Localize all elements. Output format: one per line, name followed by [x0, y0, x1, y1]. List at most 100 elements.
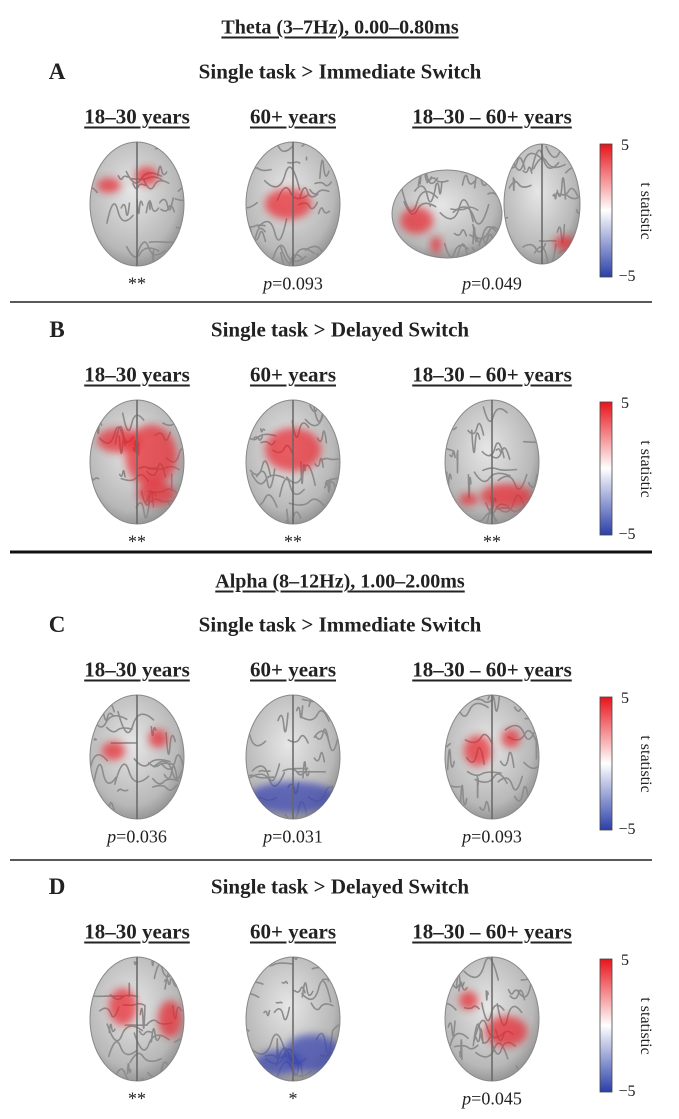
gyrus — [142, 178, 170, 190]
gyrus — [174, 1036, 184, 1051]
gyrus — [106, 203, 134, 224]
gyrus — [263, 166, 301, 191]
gyrus — [450, 206, 479, 211]
activation — [101, 741, 126, 761]
brain-top-view — [245, 141, 341, 267]
gyrus — [474, 773, 508, 785]
activation — [553, 235, 577, 251]
gyrus — [393, 172, 412, 181]
gyrus — [285, 519, 291, 524]
gyrus — [504, 144, 509, 153]
gyrus — [258, 769, 271, 773]
brain-top-view — [245, 956, 341, 1082]
gyrus — [472, 1023, 491, 1047]
gyrus — [443, 243, 470, 258]
gyrus — [480, 1002, 505, 1022]
gyrus — [120, 202, 131, 217]
significance: p=0.036 — [107, 826, 167, 847]
gyrus — [565, 186, 580, 202]
column-label: 18–30 years — [84, 104, 190, 129]
gyrus — [114, 763, 150, 786]
gyrus — [536, 968, 539, 973]
gyrus — [317, 207, 331, 215]
significance: ** — [128, 1088, 146, 1109]
gyrus — [313, 727, 340, 752]
colorbar-max: 5 — [621, 137, 629, 154]
brain-top-view — [444, 399, 540, 525]
gyrus — [163, 978, 172, 986]
activation — [125, 424, 177, 487]
column-label: 60+ years — [249, 657, 337, 682]
gyrus — [578, 166, 580, 172]
significance: * — [288, 1088, 298, 1109]
gyrus — [246, 1067, 261, 1081]
gyrus — [454, 700, 489, 717]
gyrus — [301, 982, 314, 998]
gyrus — [278, 477, 305, 498]
gyrus — [95, 1066, 105, 1072]
gyrus — [126, 1062, 132, 1075]
colorbar-max: 5 — [621, 952, 629, 969]
colorbar-min: −5 — [618, 1083, 636, 1100]
activation — [134, 166, 159, 186]
gyrus — [107, 1040, 138, 1058]
colorbar-label: t statistic — [637, 734, 654, 793]
gyrus — [485, 989, 489, 1001]
colorbar-min: −5 — [618, 268, 636, 285]
gyrus — [512, 177, 516, 192]
gyrus — [117, 710, 155, 734]
significance: p=0.031 — [263, 826, 323, 847]
gyrus — [472, 223, 498, 243]
activation — [501, 729, 521, 748]
gyrus — [445, 446, 455, 458]
gyrus — [499, 751, 515, 769]
column-label: 18–30 – 60+ years — [412, 104, 572, 129]
gyrus — [116, 788, 129, 792]
gyrus — [148, 240, 178, 244]
activation — [148, 729, 168, 748]
gyrus — [445, 1030, 469, 1050]
gyrus — [102, 711, 114, 722]
gyrus — [152, 784, 178, 791]
brain-top-view — [245, 694, 341, 820]
gyrus — [302, 760, 311, 779]
gyrus — [263, 1009, 271, 1017]
gyrus — [300, 709, 330, 722]
gyrus — [516, 145, 520, 150]
gyrus — [295, 705, 304, 719]
gyrus — [328, 235, 340, 258]
gyrus — [249, 460, 272, 478]
gyrus — [172, 240, 184, 261]
gyrus — [153, 963, 175, 980]
gyrus — [125, 245, 160, 258]
significance: ** — [483, 531, 501, 552]
gyrus — [314, 728, 330, 742]
gyrus — [301, 980, 332, 1003]
gyrus — [508, 180, 532, 189]
gyrus — [246, 1025, 250, 1039]
gyrus — [249, 1033, 288, 1058]
column-label: 18–30 – 60+ years — [412, 362, 572, 387]
activation — [264, 188, 312, 220]
gyrus — [288, 498, 325, 507]
panel-letter: B — [49, 317, 65, 342]
panel-letter: D — [48, 874, 66, 899]
section-title: Theta (3–7Hz), 0.00–0.80ms — [221, 16, 459, 39]
column-label: 60+ years — [249, 362, 337, 387]
gyrus — [489, 447, 511, 461]
gyrus — [170, 415, 184, 424]
gyrus — [445, 785, 461, 788]
gyrus — [482, 406, 508, 423]
gyrus — [148, 957, 155, 967]
gyrus — [507, 988, 521, 995]
gyrus — [129, 1052, 162, 1064]
gyrus — [332, 695, 340, 706]
gyrus — [174, 194, 184, 203]
gyrus — [255, 468, 276, 489]
gyrus — [90, 499, 101, 511]
gyrus — [279, 251, 304, 266]
colorbar — [599, 401, 613, 536]
gyrus — [246, 498, 250, 513]
colorbar-label: t statistic — [637, 181, 654, 240]
gyrus — [445, 487, 452, 498]
